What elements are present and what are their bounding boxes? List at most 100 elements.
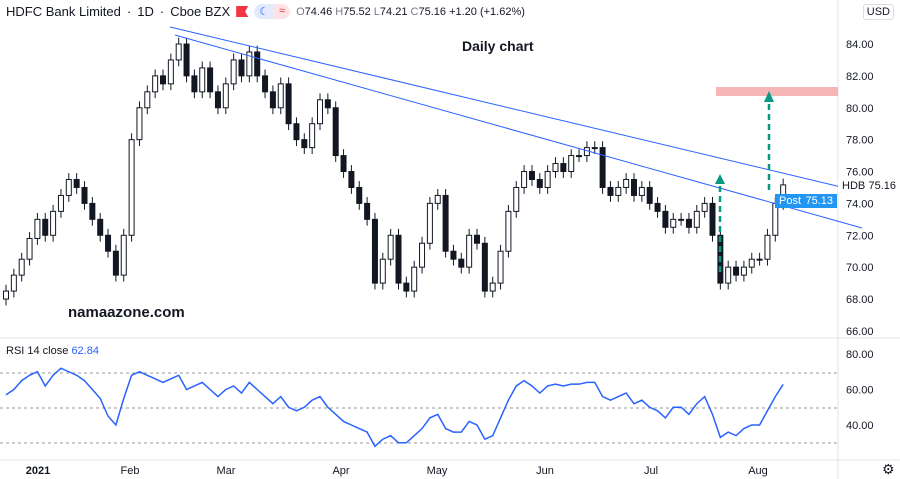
candle: [42, 218, 49, 236]
rsi-label: RSI 14 close: [6, 345, 69, 357]
candle: [442, 194, 449, 252]
chart-legend: HDFC Bank Limited · 1D · Cboe BZX ☾ ≈ O74.4…: [6, 4, 525, 19]
interval[interactable]: 1D: [137, 4, 154, 19]
post-price-value: 75.13: [805, 195, 833, 207]
candle: [3, 290, 9, 300]
candle: [309, 123, 316, 149]
candle: [395, 234, 402, 284]
candle: [748, 258, 755, 268]
candle: [458, 258, 465, 268]
candle: [26, 237, 33, 260]
candle: [277, 83, 284, 109]
price-axis[interactable]: 84.00 82.00 80.00 78.00 76.00 74.00 72.00 70.00…: [846, 39, 874, 338]
candle: [120, 234, 127, 276]
candle: [246, 51, 253, 77]
candle: [411, 266, 418, 292]
candle: [332, 107, 339, 157]
candle: [466, 234, 473, 268]
candle: [183, 43, 190, 77]
x-tick-label: Jun: [536, 465, 554, 477]
candle: [175, 43, 182, 61]
candle: [552, 163, 559, 173]
candle: [10, 274, 17, 292]
candle: [709, 202, 716, 236]
candle: [379, 258, 386, 284]
candle: [50, 210, 57, 236]
candle: [426, 202, 433, 244]
y-tick-label: 70.00: [846, 262, 874, 274]
candle: [262, 75, 269, 93]
candle: [419, 242, 426, 268]
change-value: +1.20 (+1.62%): [449, 5, 525, 18]
low-value: 74.21: [379, 5, 408, 18]
candle: [560, 163, 567, 173]
rsi-tick-label: 80.00: [846, 349, 874, 361]
x-tick-label: Feb: [121, 465, 140, 477]
x-tick-label: 2021: [26, 465, 50, 477]
currency-select[interactable]: USD: [862, 4, 894, 20]
candle: [387, 234, 394, 260]
settings-gear-icon[interactable]: ⚙: [882, 461, 895, 477]
post-price-label: Post: [779, 195, 802, 207]
candle: [740, 266, 747, 276]
candle: [81, 186, 88, 204]
high-value: 75.52: [343, 5, 371, 18]
rsi-legend: RSI 14 close 62.84: [6, 345, 99, 357]
y-tick-label: 72.00: [846, 230, 874, 242]
last-price-tag: HDB 75.16: [838, 179, 900, 193]
last-price-label: HDB: [842, 180, 866, 192]
session-toggle[interactable]: ☾ ≈: [254, 4, 291, 19]
candle: [481, 242, 488, 292]
moon-icon[interactable]: ☾: [254, 4, 275, 19]
candle: [356, 186, 363, 204]
high-label: H: [335, 5, 344, 18]
candle: [136, 107, 143, 141]
approx-icon[interactable]: ≈: [274, 4, 291, 19]
y-tick-label: 80.00: [846, 103, 874, 115]
candle: [536, 178, 543, 188]
candle: [631, 178, 637, 196]
candle: [670, 218, 677, 228]
rsi-line: [5, 367, 784, 448]
candle: [693, 210, 700, 228]
candle: [576, 155, 583, 158]
candle: [238, 59, 245, 77]
candle: [199, 67, 206, 93]
symbol-name[interactable]: HDFC Bank Limited: [6, 4, 121, 19]
rsi-axis[interactable]: 80.00 60.00 40.00: [846, 349, 874, 432]
candle: [364, 202, 371, 220]
candle: [324, 99, 331, 109]
candle: [128, 139, 135, 236]
y-tick-label: 74.00: [846, 198, 874, 210]
rsi-value: 62.84: [71, 345, 99, 357]
candle: [73, 178, 80, 188]
candle: [733, 266, 740, 276]
candle: [528, 171, 535, 180]
x-tick-label: Apr: [332, 465, 349, 477]
open-label: O: [296, 5, 305, 18]
candle: [615, 186, 622, 196]
upper-trendline[interactable]: [169, 26, 863, 193]
candle: [662, 210, 669, 228]
candle: [450, 250, 457, 260]
candle: [678, 218, 685, 221]
candle: [772, 202, 779, 236]
candle: [513, 186, 520, 212]
candle: [607, 186, 614, 196]
candle: [18, 258, 25, 276]
open-value: 74.46: [304, 5, 333, 18]
close-label: C: [410, 5, 419, 18]
candle: [638, 186, 645, 196]
time-axis[interactable]: 2021 Feb Mar Apr May Jun Jul Aug: [26, 465, 768, 477]
y-tick-label: 84.00: [846, 39, 874, 51]
candle: [152, 75, 159, 93]
post-price-tag: Post 75.13: [775, 194, 837, 208]
flag-icon[interactable]: [236, 6, 249, 17]
y-tick-label: 76.00: [846, 167, 874, 179]
candle: [434, 194, 441, 204]
candle: [214, 91, 221, 109]
candle: [105, 234, 112, 252]
candle: [340, 155, 347, 173]
lower-trendline[interactable]: [174, 34, 863, 229]
